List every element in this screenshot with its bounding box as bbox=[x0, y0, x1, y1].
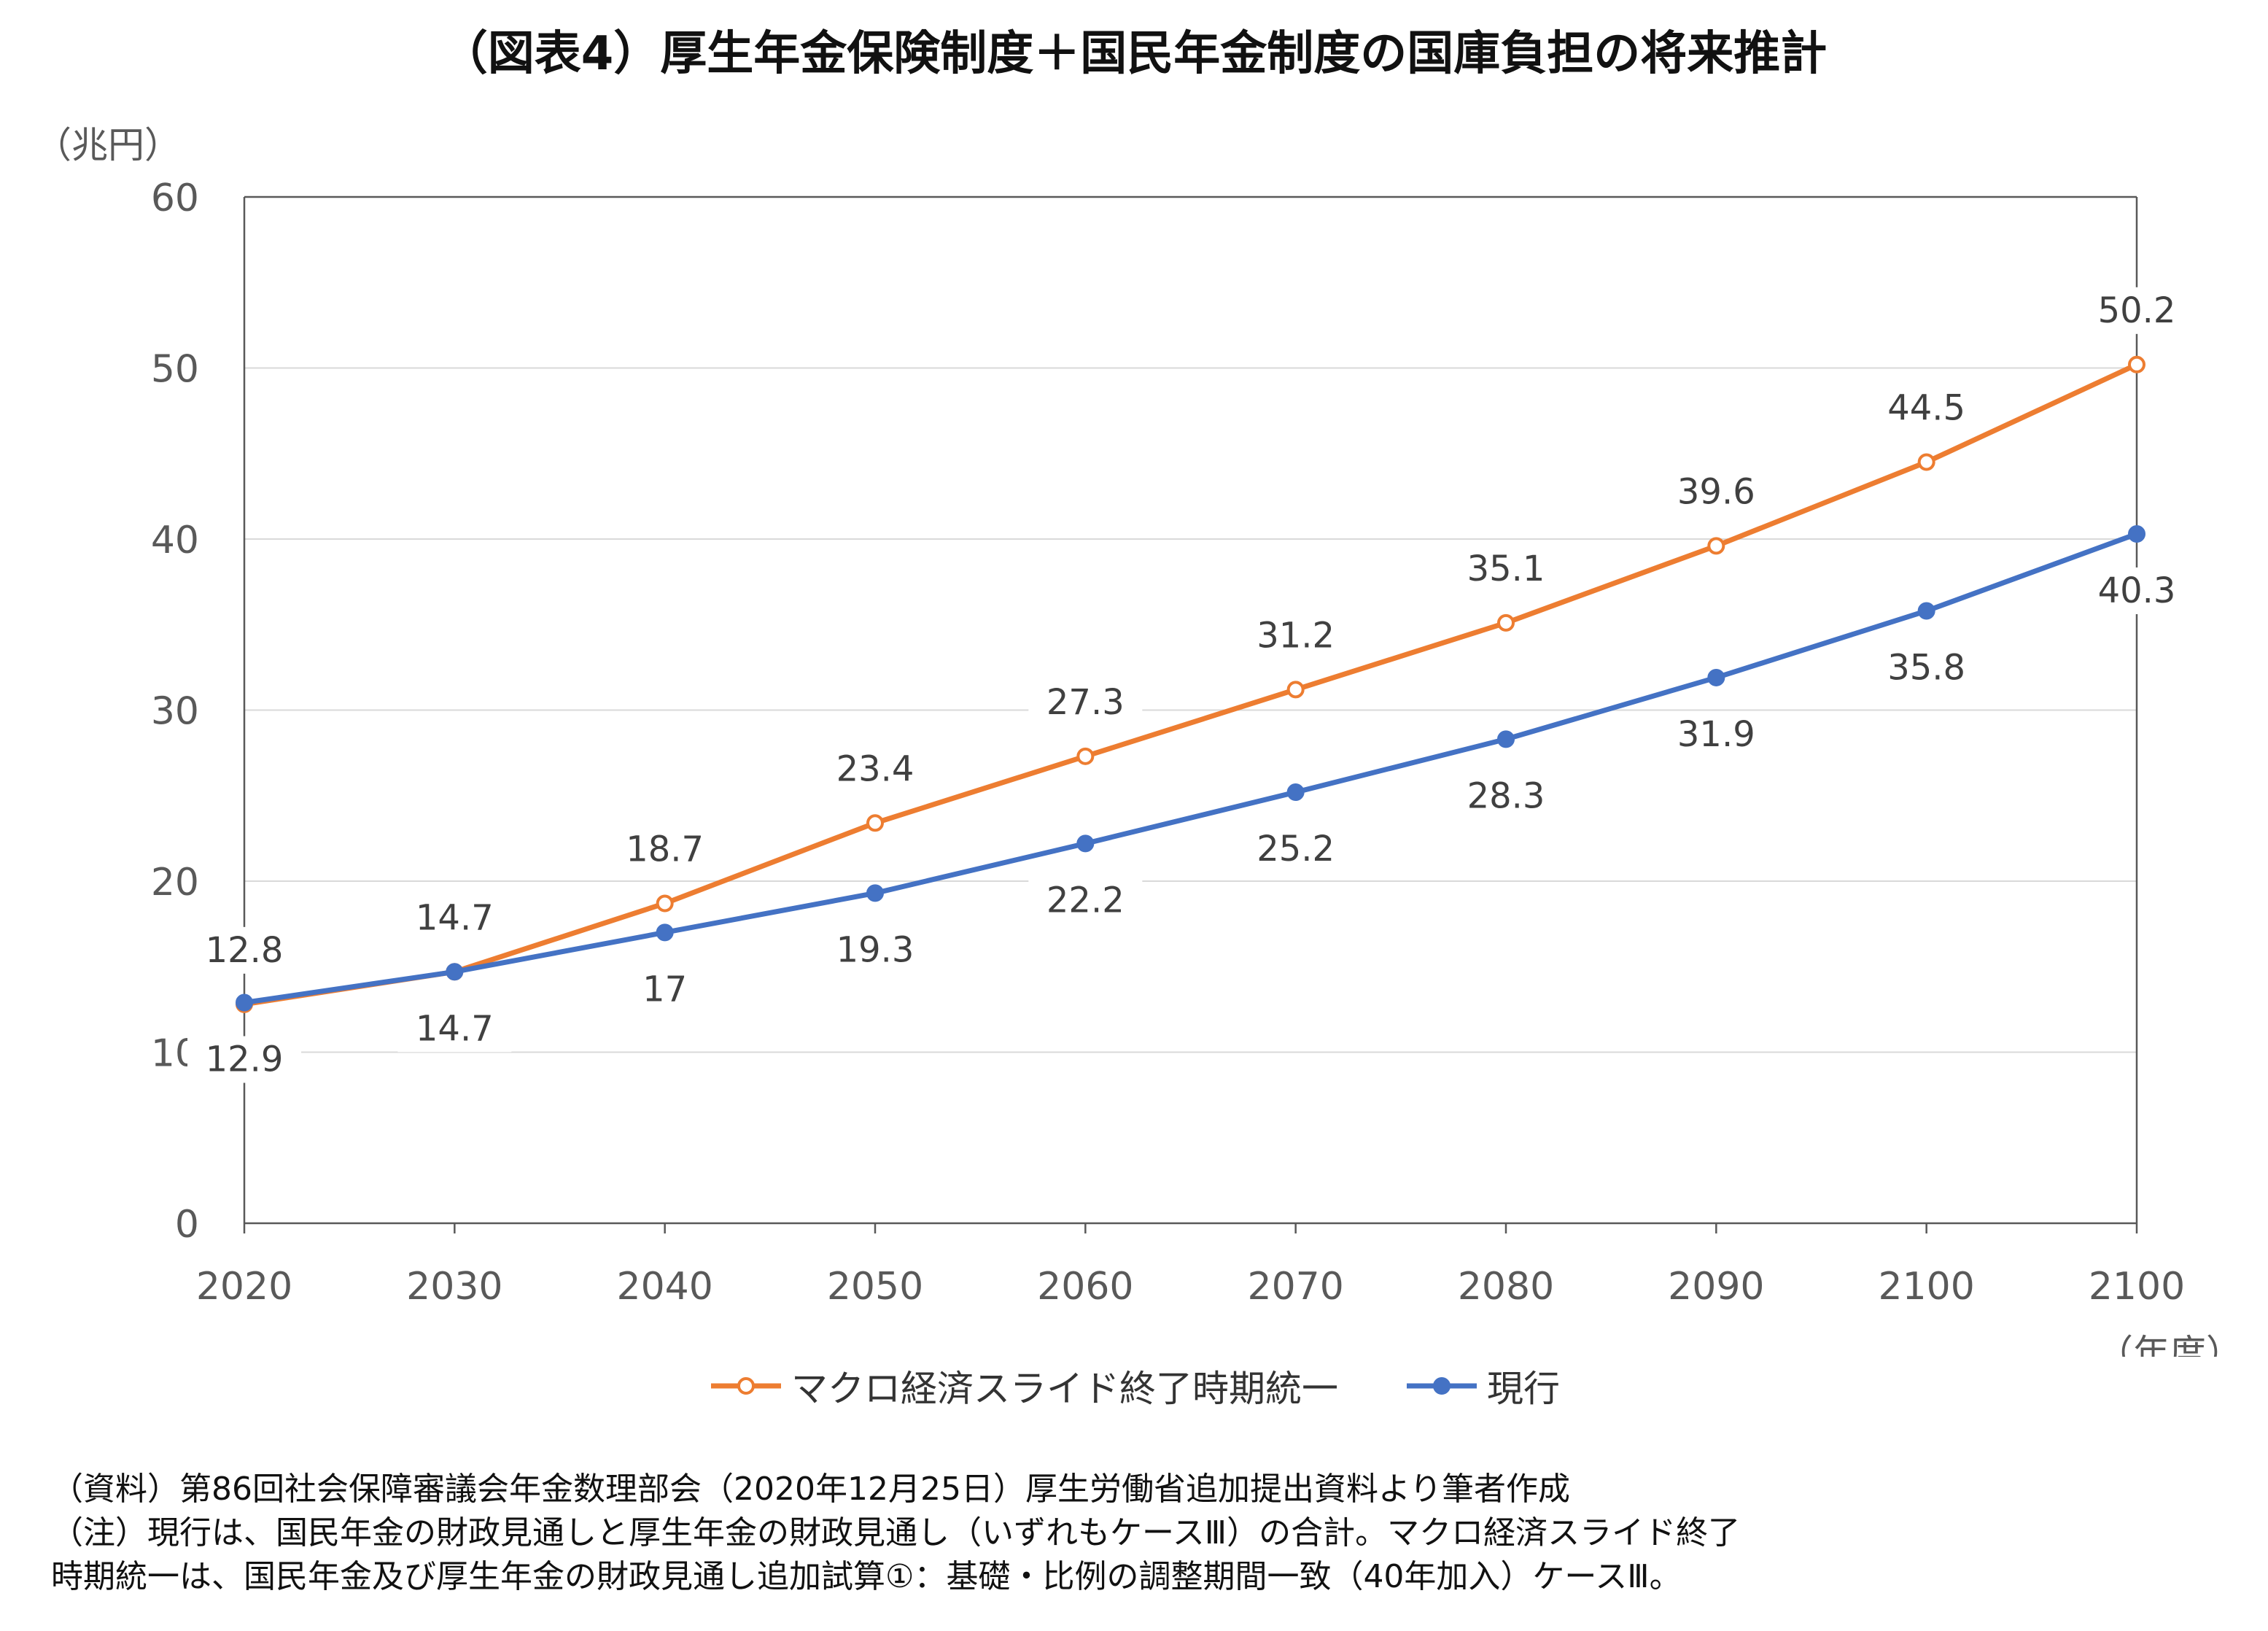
series-1-data-label-2: 17 bbox=[642, 969, 687, 1010]
x-tick-label-0: 2020 bbox=[196, 1265, 292, 1309]
series-0-point-6 bbox=[1497, 613, 1515, 632]
legend-entry-macro-slide: マクロ経済スライド終了時期統一 bbox=[708, 1360, 1338, 1412]
x-tick-label-6: 2080 bbox=[1458, 1265, 1554, 1309]
series-1-data-label-9: 40.3 bbox=[2098, 570, 2176, 611]
y-tick-label-50: 50 bbox=[151, 348, 199, 392]
x-tick-label-1: 2030 bbox=[406, 1265, 502, 1309]
x-axis-unit: （年度） bbox=[2097, 1332, 2242, 1357]
series-0-label-bg-7 bbox=[1659, 468, 1774, 516]
series-0-point-7 bbox=[1707, 537, 1725, 555]
series-1-data-label-5: 25.2 bbox=[1257, 829, 1335, 869]
series-1-point-3 bbox=[866, 884, 884, 902]
series-0-data-label-3: 23.4 bbox=[836, 748, 914, 789]
series-1-point-7 bbox=[1707, 668, 1725, 686]
series-0-point-9 bbox=[2128, 355, 2145, 373]
y-tick-label-20: 20 bbox=[151, 861, 199, 904]
series-0-data-label-2: 18.7 bbox=[626, 829, 704, 869]
series-lines bbox=[236, 355, 2145, 1013]
series-1-data-label-3: 19.3 bbox=[836, 929, 914, 970]
series-1-point-1 bbox=[446, 963, 464, 981]
explanatory-note-line-2: 時期統一は、国民年金及び厚生年金の財政見通し追加試算①：基礎・比例の調整期間一致… bbox=[51, 1558, 1682, 1595]
series-0-label-bg-9 bbox=[2080, 287, 2194, 334]
series-1-data-label-0: 12.9 bbox=[206, 1039, 284, 1080]
series-0-label-bg-3 bbox=[818, 745, 932, 793]
chart-title: （図表4）厚生年金保険制度＋国民年金制度の国庫負担の将来推計 bbox=[440, 27, 1828, 81]
series-1-data-label-7: 31.9 bbox=[1677, 714, 1755, 755]
series-1-point-4 bbox=[1076, 834, 1095, 853]
series-1-data-label-8: 35.8 bbox=[1887, 647, 1965, 688]
series-0-point-2 bbox=[656, 894, 674, 913]
series-0-label-bg-2 bbox=[607, 826, 722, 873]
y-tick-label-40: 40 bbox=[151, 519, 199, 562]
series-1-label-bg-1 bbox=[397, 1005, 512, 1053]
series-0-data-label-6: 35.1 bbox=[1467, 549, 1545, 589]
series-line-1 bbox=[244, 531, 2138, 1005]
series-1-label-bg-9 bbox=[2080, 567, 2194, 614]
series-0-data-label-9: 50.2 bbox=[2098, 290, 2176, 331]
series-1-label-bg-0 bbox=[187, 1036, 301, 1083]
y-tick-label-30: 30 bbox=[151, 690, 199, 734]
series-1-point-0 bbox=[236, 993, 253, 1012]
x-tick-label-3: 2050 bbox=[827, 1265, 923, 1309]
series-0-label-bg-6 bbox=[1449, 545, 1563, 592]
series-0-data-label-8: 44.5 bbox=[1887, 387, 1965, 428]
x-tick-label-2: 2040 bbox=[616, 1265, 712, 1309]
series-1-label-bg-3 bbox=[818, 926, 932, 974]
series-0-point-8 bbox=[1917, 453, 1935, 471]
legend-entry-current: 現行 bbox=[1404, 1360, 1560, 1412]
series-0-label-bg-0 bbox=[187, 926, 301, 974]
y-tick-label-0: 0 bbox=[175, 1203, 199, 1247]
series-1-label-bg-4 bbox=[1028, 877, 1143, 924]
x-tick-label-8: 2100 bbox=[1878, 1265, 1974, 1309]
explanatory-note-line-1: （注）現行は、国民年金の財政見通しと厚生年金の財政見通し（いずれもケースⅢ）の合… bbox=[51, 1514, 1741, 1551]
series-0-label-bg-8 bbox=[1869, 384, 1984, 432]
y-axis-unit: （兆円） bbox=[35, 124, 181, 166]
legend-label-macro-slide: マクロ経済スライド終了時期統一 bbox=[791, 1368, 1338, 1410]
series-0-label-bg-5 bbox=[1238, 612, 1353, 659]
series-0-point-4 bbox=[1076, 747, 1095, 765]
series-0-data-label-5: 31.2 bbox=[1257, 615, 1335, 656]
x-tick-label-4: 2060 bbox=[1037, 1265, 1133, 1309]
series-1-point-2 bbox=[656, 923, 674, 942]
series-0-data-label-1: 14.7 bbox=[416, 897, 494, 938]
series-0-label-bg-1 bbox=[397, 894, 512, 942]
series-1-data-label-4: 22.2 bbox=[1046, 880, 1125, 921]
series-1-point-8 bbox=[1917, 602, 1935, 620]
legend-label-current: 現行 bbox=[1487, 1368, 1560, 1410]
series-1-label-bg-7 bbox=[1659, 710, 1774, 758]
gridlines bbox=[244, 196, 2137, 1053]
legend-swatch-orange bbox=[711, 1377, 781, 1395]
y-tick-label-60: 60 bbox=[151, 177, 199, 220]
source-note: （資料）第86回社会保障審議会年金数理部会（2020年12月25日）厚生労働省追… bbox=[51, 1471, 1571, 1508]
series-1-label-bg-8 bbox=[1869, 644, 1984, 691]
series-0-data-label-7: 39.6 bbox=[1677, 471, 1755, 512]
x-tick-label-7: 2090 bbox=[1668, 1265, 1764, 1309]
series-0-point-5 bbox=[1286, 681, 1305, 699]
series-0-data-label-4: 27.3 bbox=[1046, 682, 1125, 723]
x-tick-label-9: 2100 bbox=[2089, 1265, 2185, 1309]
series-1-point-5 bbox=[1286, 783, 1305, 802]
series-line-0 bbox=[244, 362, 2138, 1007]
series-1-point-9 bbox=[2128, 524, 2145, 543]
series-1-data-label-6: 28.3 bbox=[1467, 775, 1545, 816]
series-1-label-bg-6 bbox=[1449, 772, 1563, 820]
series-0-data-label-0: 12.8 bbox=[206, 930, 284, 971]
footnotes: （資料）第86回社会保障審議会年金数理部会（2020年12月25日）厚生労働省追… bbox=[51, 1468, 2224, 1599]
series-0-label-bg-4 bbox=[1028, 678, 1143, 726]
x-tick-label-5: 2070 bbox=[1247, 1265, 1343, 1309]
series-0-point-3 bbox=[866, 814, 884, 832]
series-1-point-6 bbox=[1497, 730, 1515, 748]
series-1-data-label-1: 14.7 bbox=[416, 1008, 494, 1049]
legend-swatch-blue bbox=[1407, 1377, 1477, 1395]
data-labels: 12.8 14.7 18.7 23.4 27.3 31.2 35.1 39.6 44.5 50.2… bbox=[187, 287, 2194, 1083]
legend: マクロ経済スライド終了時期統一 現行 bbox=[0, 1357, 2268, 1415]
series-1-label-bg-2 bbox=[629, 966, 701, 1013]
series-1-label-bg-5 bbox=[1238, 826, 1353, 873]
